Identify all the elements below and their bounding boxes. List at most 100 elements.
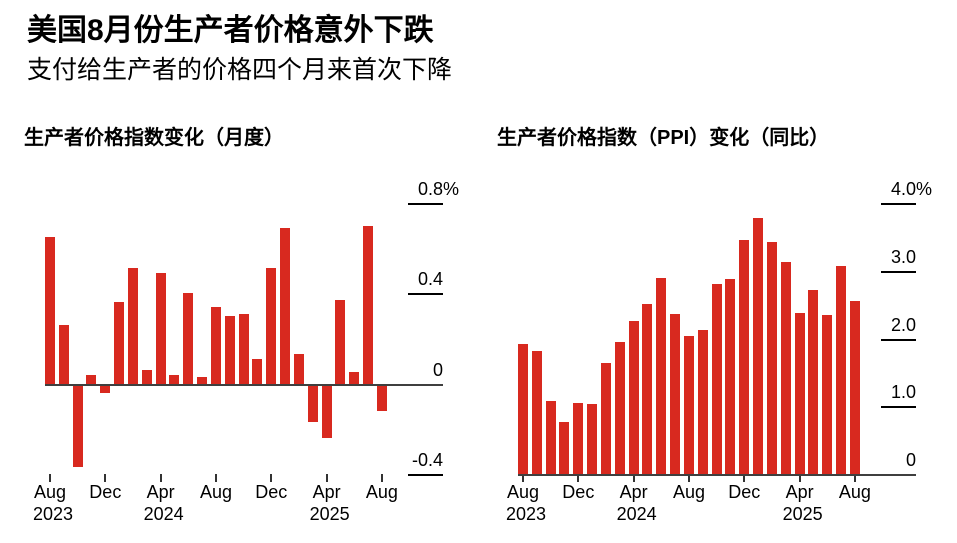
x-axis-tick-mark (577, 474, 580, 482)
bar-jun-2024 (656, 277, 667, 474)
y-axis-label: 2.0 (890, 314, 916, 335)
x-axis-label-month: Aug (838, 482, 871, 502)
x-axis-label-year: 2025 (782, 504, 823, 524)
x-axis-label-year: 2023 (32, 504, 74, 524)
x-axis-tick-mark (632, 474, 635, 482)
bar-oct-2023 (72, 383, 83, 468)
y-axis-label: 0.4 (417, 269, 443, 290)
x-axis-tick-mark (104, 474, 107, 482)
bar-mar-2025 (307, 383, 318, 423)
x-axis-tick-mark (325, 474, 328, 482)
bar-sep-2023 (531, 350, 542, 474)
bar-feb-2025 (766, 241, 777, 474)
x-axis-label-year: 2023 (505, 504, 547, 524)
x-axis-label-month: Apr (312, 482, 341, 502)
x-axis-tick-mark (853, 474, 856, 482)
y-axis-label: 1.0 (890, 382, 916, 403)
bar-oct-2024 (238, 313, 249, 384)
bar-may-2024 (642, 303, 653, 474)
x-axis-label-month: Apr (146, 482, 175, 502)
bar-dec-2024 (266, 268, 277, 384)
bar-aug-2024 (683, 336, 694, 474)
bar-dec-2024 (739, 240, 750, 474)
bar-sep-2024 (224, 315, 235, 384)
y-axis-unit-label: % (916, 179, 933, 199)
bar-may-2024 (169, 374, 180, 384)
bar-dec-2023 (573, 402, 584, 474)
bar-sep-2023 (58, 324, 69, 384)
y-axis-tick-2.0: 2.0 (881, 315, 916, 341)
chart-monthly-ppi-change: 生产者价格指数变化（月度） 0.8% 0.4 0 -0.4 Aug 2023 Dec Apr 2… (24, 126, 486, 533)
bar-feb-2024 (600, 362, 611, 474)
chart-title: 生产者价格指数变化（月度） (24, 127, 284, 149)
bar-oct-2023 (545, 400, 556, 474)
bar-nov-2023 (559, 421, 570, 474)
bar-aug-2023 (45, 236, 55, 384)
y-axis-label: 4.0% (890, 179, 933, 199)
y-axis-tick-4.0: 4.0% (881, 179, 932, 205)
y-axis-tick-3.0: 3.0 (881, 247, 916, 273)
bar-apr-2024 (155, 273, 166, 384)
y-axis-label: -0.4 (411, 450, 443, 470)
zero-axis-line (518, 474, 916, 476)
x-axis-label-month: Dec (255, 482, 288, 502)
bar-aug-2023 (518, 343, 528, 474)
zero-axis-line (45, 383, 443, 386)
x-axis-label-year: 2025 (309, 504, 350, 524)
bar-apr-2025 (321, 383, 332, 438)
y-axis-label: 0 (432, 359, 443, 380)
y-axis-tick-1.0: 1.0 (881, 382, 916, 409)
bar-oct-2024 (711, 283, 722, 474)
x-axis-label-month: Aug (506, 482, 540, 502)
bar-dec-2023 (100, 383, 111, 393)
x-axis-label-month: Aug (672, 482, 705, 502)
x-axis-tick-mark (49, 474, 51, 482)
y-axis-tick--0.4: -0.4 (408, 450, 443, 476)
bar-sep-2024 (697, 329, 708, 474)
bar-jul-2025 (836, 266, 847, 474)
bar-jul-2024 (670, 314, 681, 474)
y-axis-label: 0.8% (417, 179, 460, 199)
bar-mar-2024 (141, 370, 152, 384)
page-subtitle: 支付给生产者的价格四个月来首次下降 (27, 56, 453, 84)
x-axis-label-month: Aug (365, 482, 398, 502)
x-axis-label-month: Aug (33, 482, 67, 502)
bar-jul-2025 (363, 225, 374, 384)
x-axis-label-month: Aug (199, 482, 232, 502)
x-axis-tick-mark (798, 474, 801, 482)
bar-jan-2024 (114, 302, 125, 384)
bar-mar-2025 (780, 261, 791, 474)
x-axis-label-month: Apr (619, 482, 648, 502)
bar-may-2025 (808, 290, 819, 474)
chart-yoy-ppi-change: 生产者价格指数（PPI）变化（同比） 4.0% 3.0 2.0 1.0 0 Aug 2023… (497, 126, 957, 533)
bar-mar-2024 (614, 341, 625, 474)
bar-nov-2024 (252, 358, 263, 384)
x-axis-tick-mark (270, 474, 273, 482)
page-title: 美国8月份生产者价格意外下跌 (27, 14, 434, 47)
bar-jan-2025 (753, 217, 764, 474)
y-axis-label: 3.0 (890, 246, 916, 267)
y-axis-unit-label: % (443, 179, 460, 199)
x-axis-label-year: 2024 (616, 504, 657, 524)
bar-feb-2025 (293, 354, 304, 384)
x-axis-label-month: Dec (562, 482, 595, 502)
y-axis-label: 0 (905, 450, 916, 470)
bar-jun-2025 (349, 372, 360, 384)
plot-area (518, 203, 916, 476)
bar-apr-2024 (628, 320, 639, 474)
x-axis-tick-mark (743, 474, 746, 482)
x-axis-label-month: Apr (785, 482, 814, 502)
bar-feb-2024 (127, 268, 138, 384)
bar-jan-2025 (280, 227, 291, 384)
y-axis-tick-0.4: 0.4 (408, 269, 443, 296)
x-axis-label-month: Dec (728, 482, 761, 502)
bar-aug-2024 (210, 306, 221, 384)
x-axis-tick-mark (687, 474, 690, 482)
x-axis-tick-mark (159, 474, 162, 482)
x-axis-tick-mark (522, 474, 524, 482)
bar-may-2025 (335, 300, 346, 384)
bar-aug-2025 (849, 300, 860, 474)
x-axis-tick-mark (214, 474, 217, 482)
bar-nov-2024 (725, 278, 736, 474)
